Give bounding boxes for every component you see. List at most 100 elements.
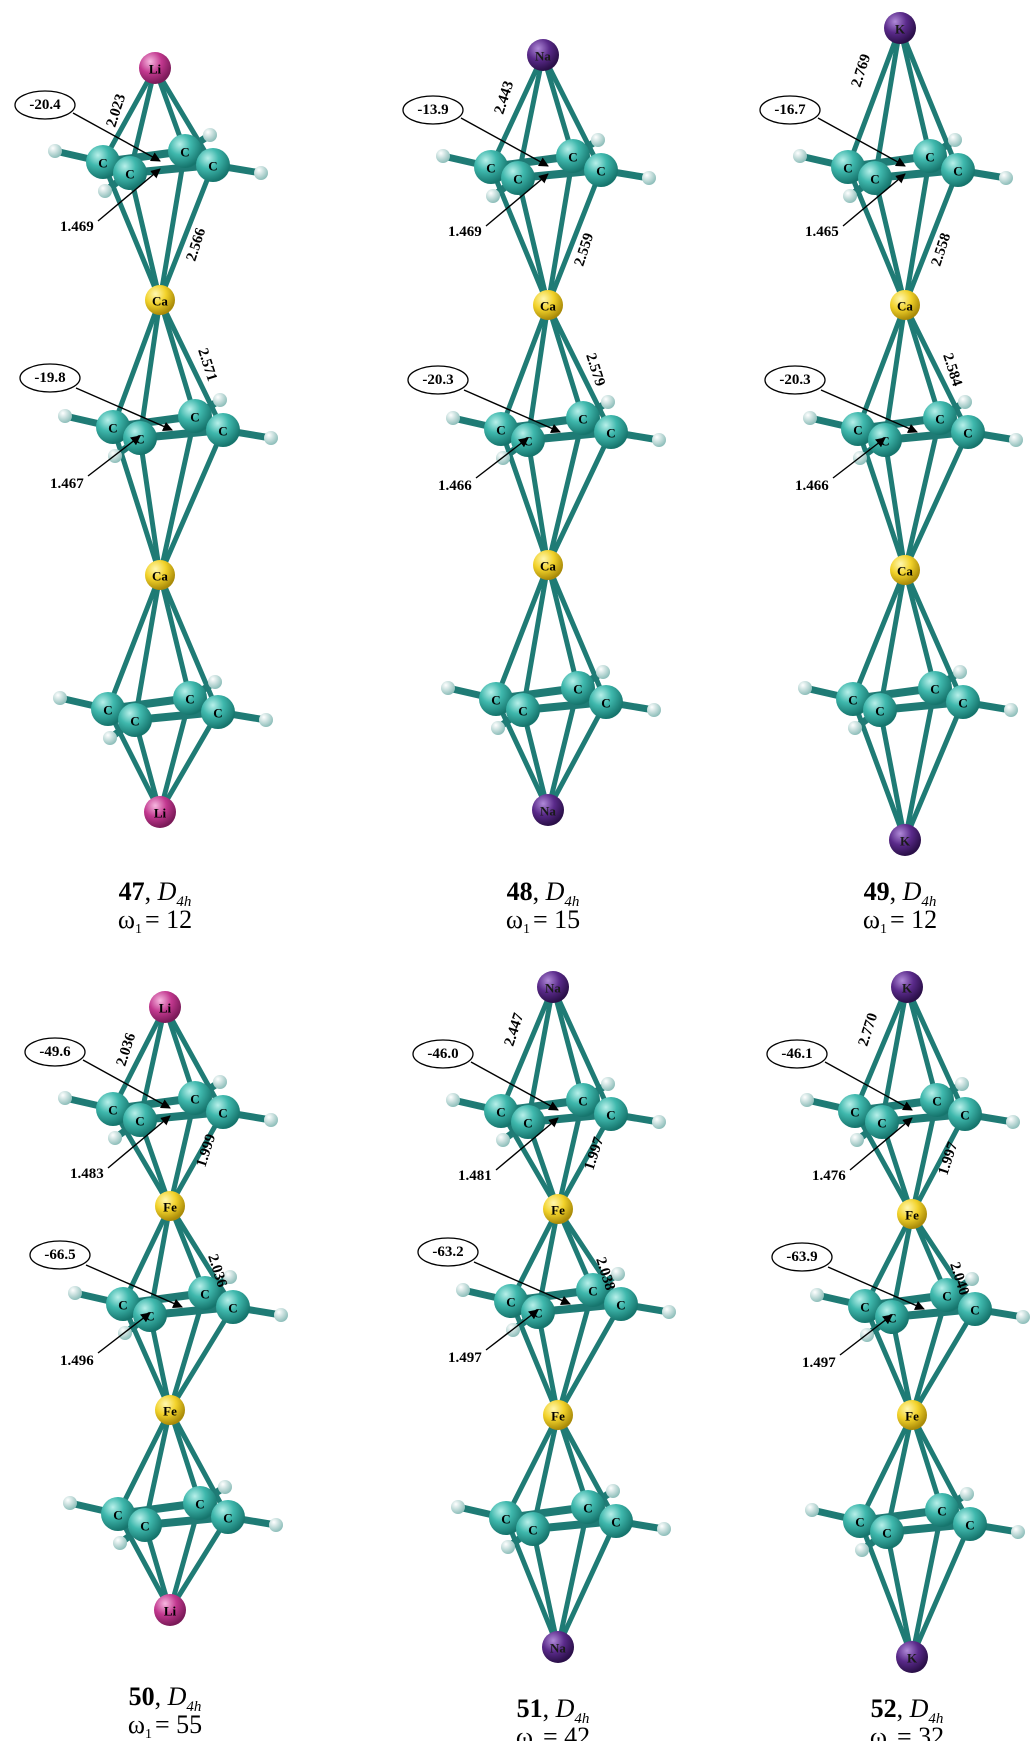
- metal-ring-bond: [902, 415, 943, 573]
- ring-bottom-carbon: [589, 685, 623, 719]
- cap-ring-bond-length: 2.770: [856, 1011, 882, 1048]
- metal-atom-label: Fe: [905, 1208, 919, 1223]
- nics-middle-arrow: [827, 1266, 925, 1310]
- point-group: D: [167, 1682, 187, 1711]
- cap-ring-bond: [525, 984, 556, 1125]
- nics-top-arrow: [470, 1061, 559, 1111]
- metal-ring-bond: [105, 572, 163, 712]
- cap-ring-bond: [493, 696, 551, 813]
- ring-bottom-hydrogen: [501, 1540, 515, 1554]
- cap-ring-bond: [872, 25, 903, 181]
- ring-top-carbon: [168, 134, 202, 168]
- cap-atom-bottom: [896, 1641, 928, 1673]
- cap-atom-bottom-label: Na: [540, 804, 556, 819]
- nics-top-arrow: [72, 112, 161, 162]
- ring-middle-hydrogen: [652, 433, 666, 447]
- cap-ring-bond: [545, 699, 609, 813]
- nics-top-ellipse: [759, 95, 821, 125]
- ring-bottom-carbon-label: C: [611, 1515, 620, 1530]
- nics-top-arrow: [824, 1061, 913, 1111]
- cap-atom-top: [891, 971, 923, 1003]
- ring-middle-cc-arrow: [87, 435, 141, 477]
- metal-ring-bond: [902, 167, 961, 308]
- ring-top-hydrogen: [98, 184, 112, 198]
- ring-bottom-hydrogen: [647, 703, 661, 717]
- nics-top-value: -13.9: [417, 102, 448, 118]
- structure-caption: 49, D4h: [864, 877, 937, 910]
- cap-ring-bond: [157, 709, 221, 815]
- metal-ring-bond: [535, 1309, 561, 1418]
- cap-atom-top-label: Li: [159, 1001, 172, 1016]
- metal-ring-bond: [909, 1306, 978, 1418]
- ring-top-hydrogen: [1006, 1115, 1020, 1129]
- nics-middle-arrow: [473, 1261, 571, 1305]
- lowest-frequency: ω1 = 15: [506, 905, 580, 937]
- ring-middle-carbon-label: C: [496, 423, 505, 438]
- nics-middle-ellipse: [417, 1237, 479, 1267]
- point-group: D: [909, 1694, 929, 1723]
- ring-bottom-carbon-label: C: [113, 1508, 122, 1523]
- cap-ring-bond-length: 2.447: [502, 1011, 528, 1049]
- cap-ring-bond: [902, 699, 966, 843]
- ring-middle-carbon: [484, 412, 518, 446]
- ring-top-carbon: [584, 153, 618, 187]
- ring-middle-hydrogen: [274, 1308, 288, 1322]
- metal-ring-bond: [909, 1412, 973, 1527]
- ring-bottom-carbon: [836, 682, 870, 716]
- ring-middle-carbon-label: C: [606, 426, 615, 441]
- cap-atom-top-label: K: [902, 981, 913, 996]
- metal-ring-bond: [515, 175, 551, 308]
- metal-ring-bond: [157, 572, 193, 701]
- ring-middle-carbon-label: C: [190, 410, 199, 425]
- cap-atom-bottom-label: Li: [164, 1604, 177, 1619]
- metal-atom-label: Ca: [540, 299, 556, 314]
- ring-bottom-carbon: [870, 1515, 904, 1549]
- metal-ring-bond: [167, 1203, 236, 1310]
- nics-middle-value: -63.9: [786, 1249, 817, 1265]
- ring-bottom-carbon: [571, 1490, 605, 1524]
- ring-middle-cc-arrow: [485, 1309, 539, 1351]
- metal-ring-bond: [493, 562, 551, 702]
- ring-middle-hydrogen: [958, 395, 972, 409]
- nics-middle-ellipse: [771, 1242, 833, 1272]
- ring-bottom-carbon-label: C: [882, 1526, 891, 1541]
- nics-top-value: -46.1: [781, 1046, 812, 1062]
- ring-top-carbon: [920, 1083, 954, 1117]
- metal-ring-bond: [137, 435, 163, 578]
- ring-top-hydrogen: [601, 1077, 615, 1091]
- metal-ring-bond: [857, 1412, 915, 1524]
- cap-atom-bottom-label: Li: [154, 806, 167, 821]
- nics-top-ellipse: [14, 90, 76, 120]
- ring-top-carbon: [831, 150, 865, 184]
- ring-top-carbon-label: C: [513, 172, 522, 187]
- ring-middle-carbon: [216, 1290, 250, 1324]
- cap-ring-bond: [520, 707, 551, 813]
- cap-ring-bond: [167, 1514, 231, 1613]
- ring-top-carbon-label: C: [108, 1103, 117, 1118]
- ring-bottom-hydrogen: [657, 1522, 671, 1536]
- ring-bottom-carbon-label: C: [528, 1523, 537, 1538]
- nics-middle-ellipse: [407, 365, 469, 395]
- ring-top-hydrogen: [436, 149, 450, 163]
- ring-top-carbon-label: C: [98, 156, 107, 171]
- cap-atom-bottom: [532, 794, 564, 826]
- ring-top-carbon: [566, 1083, 600, 1117]
- nics-middle-arrow: [463, 389, 561, 433]
- ring-top-hydrogen: [591, 133, 605, 147]
- ring-middle-carbon: [951, 415, 985, 449]
- nics-middle-arrow: [85, 1264, 183, 1308]
- metal-ring-bond: [157, 148, 188, 303]
- ring-top-hydrogen: [999, 171, 1013, 185]
- metal-ring-bond: [872, 175, 908, 308]
- ring-bottom-carbon: [516, 1512, 550, 1546]
- ring-bottom-carbon-label: C: [958, 696, 967, 711]
- structure-number: 47: [119, 877, 145, 906]
- metal-ring-top-bond-length: 1.999: [194, 1132, 220, 1169]
- nics-top-ellipse: [412, 1039, 474, 1069]
- cap-ring-bond: [498, 984, 556, 1114]
- ring-middle-hydrogen: [662, 1305, 676, 1319]
- ring-top-hydrogen: [203, 128, 217, 142]
